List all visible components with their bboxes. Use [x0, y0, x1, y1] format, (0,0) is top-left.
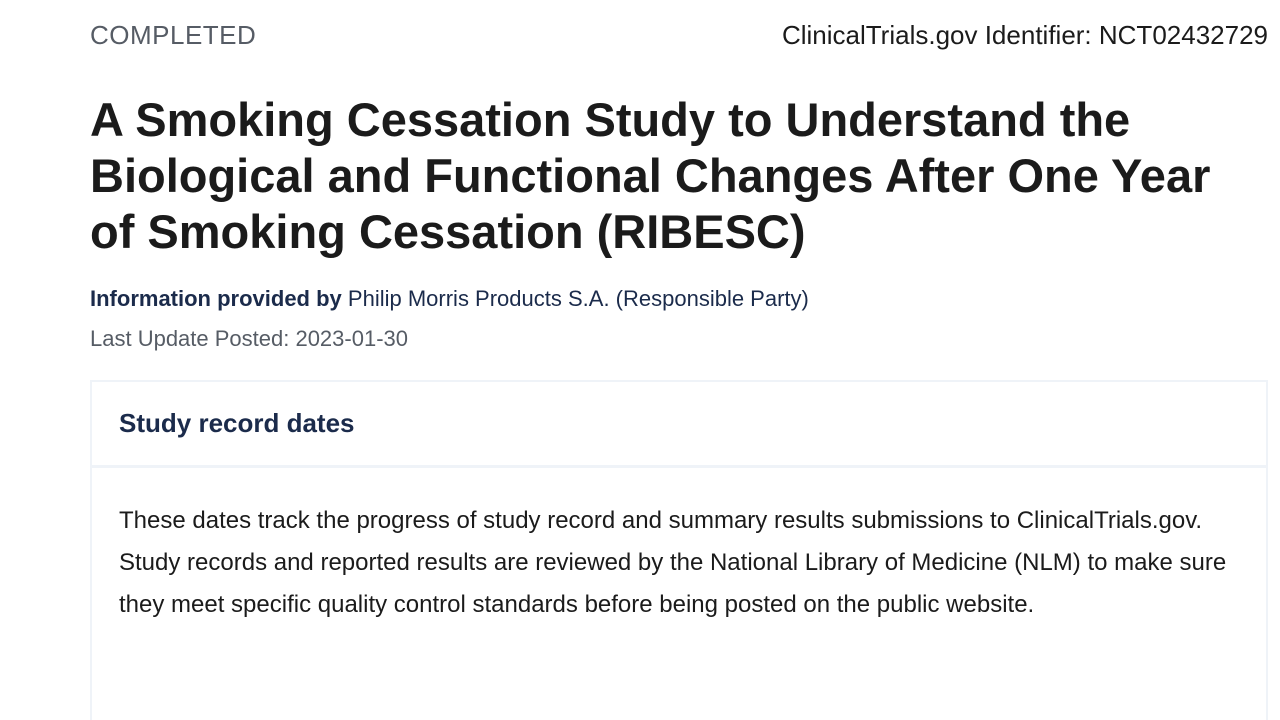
- last-update-posted: Last Update Posted: 2023-01-30: [90, 326, 409, 351]
- page-title: A Smoking Cessation Study to Understand …: [90, 93, 1211, 258]
- record-dates-description: These dates track the progress of study …: [119, 507, 1227, 618]
- card-title: Study record dates: [119, 408, 355, 438]
- provided-by-label: Information provided by: [90, 286, 342, 311]
- provided-by-value: Philip Morris Products S.A. (Responsible…: [347, 286, 809, 311]
- card-body: These dates track the progress of study …: [92, 468, 1266, 626]
- top-bar: COMPLETED ClinicalTrials.gov Identifier:…: [90, 20, 1268, 51]
- trial-identifier: ClinicalTrials.gov Identifier: NCT024327…: [781, 20, 1268, 50]
- card-header: Study record dates: [92, 382, 1266, 468]
- status-label: COMPLETED: [90, 20, 257, 50]
- study-record-dates-card: Study record dates These dates track the…: [90, 380, 1268, 720]
- provided-by: Information provided by Philip Morris Pr…: [90, 286, 809, 312]
